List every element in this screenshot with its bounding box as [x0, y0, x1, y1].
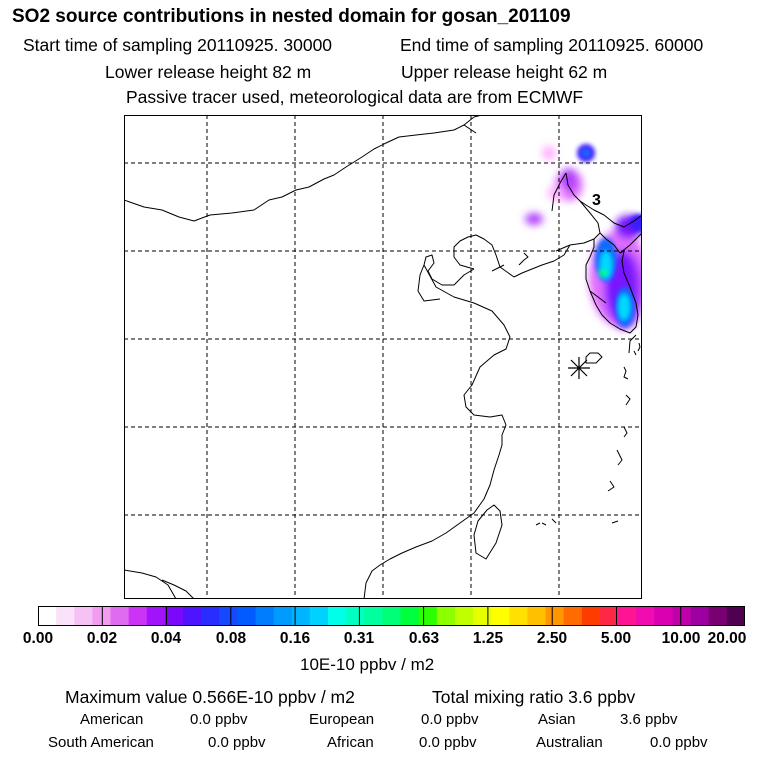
colorbar-cell: [346, 606, 365, 626]
colorbar-cell: [618, 606, 637, 626]
region-value: 0.0 ppbv: [421, 711, 479, 728]
colorbar-cell: [636, 606, 655, 626]
colorbar-cell: [563, 606, 583, 626]
concentration-plume: [525, 144, 642, 330]
colorbar-tick-label: 1.25: [472, 630, 504, 647]
lower-release-height: Lower release height 82 m: [105, 62, 312, 82]
colorbar-frame: [38, 606, 745, 626]
plume-patch: [548, 185, 564, 201]
page-title: SO2 source contributions in nested domai…: [12, 6, 571, 27]
colorbar-tick-label: 0.04: [150, 630, 182, 647]
colorbar-cell: [164, 606, 184, 626]
colorbar-cell: [473, 606, 492, 626]
colorbar-cell: [291, 606, 311, 626]
colorbar-cell: [418, 606, 438, 626]
colorbar-tick-label: 0.63: [408, 630, 440, 647]
colorbar-tick-label: 0.08: [215, 630, 247, 647]
total-mixing-ratio: Total mixing ratio 3.6 ppbv: [432, 687, 636, 707]
colorbar-cell: [183, 606, 202, 626]
plume-patch: [542, 146, 556, 160]
region-name: American: [80, 711, 144, 728]
graticule: [124, 115, 642, 599]
tracer-note: Passive tracer used, meteorological data…: [126, 87, 584, 107]
map-annotation: 3: [592, 192, 601, 209]
colorbar: [38, 606, 745, 626]
colorbar-cell: [454, 606, 474, 626]
coastline: [124, 115, 642, 599]
colorbar-cell: [273, 606, 293, 626]
receptor-asterisk-icon: [568, 357, 590, 379]
colorbar-tick-label: 2.50: [536, 630, 568, 647]
plume-patch: [525, 213, 543, 225]
colorbar-cell: [672, 606, 692, 626]
colorbar-cell: [74, 606, 93, 626]
colorbar-tick-label: 0.16: [279, 630, 311, 647]
region-name: Australian: [536, 734, 603, 751]
colorbar-cell: [38, 606, 57, 626]
colorbar-tick-label: 20.00: [707, 630, 747, 647]
map-frame: [124, 115, 642, 599]
colorbar-cell: [201, 606, 220, 626]
colorbar-tick-label: 10.00: [661, 630, 701, 647]
colorbar-cell: [56, 606, 75, 626]
colorbar-cell: [726, 606, 745, 626]
colorbar-cell: [400, 606, 420, 626]
colorbar-major-ticks: [101, 606, 682, 626]
map-panel: 3: [124, 115, 642, 599]
region-value: 0.0 ppbv: [208, 734, 266, 751]
upper-release-height: Upper release height 62 m: [401, 62, 608, 82]
colorbar-cell: [382, 606, 402, 626]
region-value: 0.0 ppbv: [650, 734, 708, 751]
colorbar-cell: [219, 606, 238, 626]
plume-patch: [629, 214, 642, 232]
colorbar-cell: [92, 606, 112, 626]
colorbar-cell: [527, 606, 547, 626]
region-value: 0.0 ppbv: [190, 711, 248, 728]
colorbar-cell: [509, 606, 528, 626]
colorbar-cell: [128, 606, 148, 626]
colorbar-cells: [38, 606, 745, 626]
plume-patch: [618, 294, 630, 320]
colorbar-cell: [599, 606, 619, 626]
region-value: 0.0 ppbv: [419, 734, 477, 751]
colorbar-cell: [690, 606, 710, 626]
colorbar-cell: [436, 606, 456, 626]
colorbar-cell: [110, 606, 130, 626]
plume-patch: [582, 149, 590, 157]
colorbar-cell: [309, 606, 329, 626]
colorbar-tick-label: 0.31: [343, 630, 375, 647]
maximum-value: Maximum value 0.566E-10 ppbv / m2: [65, 687, 355, 707]
colorbar-cell: [237, 606, 257, 626]
colorbar-tick-label: 5.00: [600, 630, 632, 647]
colorbar-cell: [491, 606, 510, 626]
colorbar-cell: [328, 606, 347, 626]
colorbar-cell: [581, 606, 601, 626]
colorbar-tick-label: 0.02: [86, 630, 118, 647]
end-time: End time of sampling 20110925. 60000: [400, 35, 704, 55]
colorbar-cell: [146, 606, 166, 626]
plume-patch: [561, 168, 577, 192]
region-name: South American: [48, 734, 154, 751]
colorbar-cell: [364, 606, 383, 626]
colorbar-cell: [255, 606, 275, 626]
colorbar-cell: [654, 606, 673, 626]
start-time: Start time of sampling 20110925. 30000: [23, 35, 333, 55]
plume-patch: [599, 269, 607, 277]
colorbar-tick-label: 0.00: [22, 630, 54, 647]
region-name: Asian: [538, 711, 576, 728]
region-value: 3.6 ppbv: [620, 711, 678, 728]
region-name: European: [309, 711, 375, 728]
colorbar-cell: [545, 606, 565, 626]
colorbar-cell: [708, 606, 728, 626]
region-name: African: [327, 734, 374, 751]
colorbar-unit: 10E-10 ppbv / m2: [300, 655, 435, 674]
